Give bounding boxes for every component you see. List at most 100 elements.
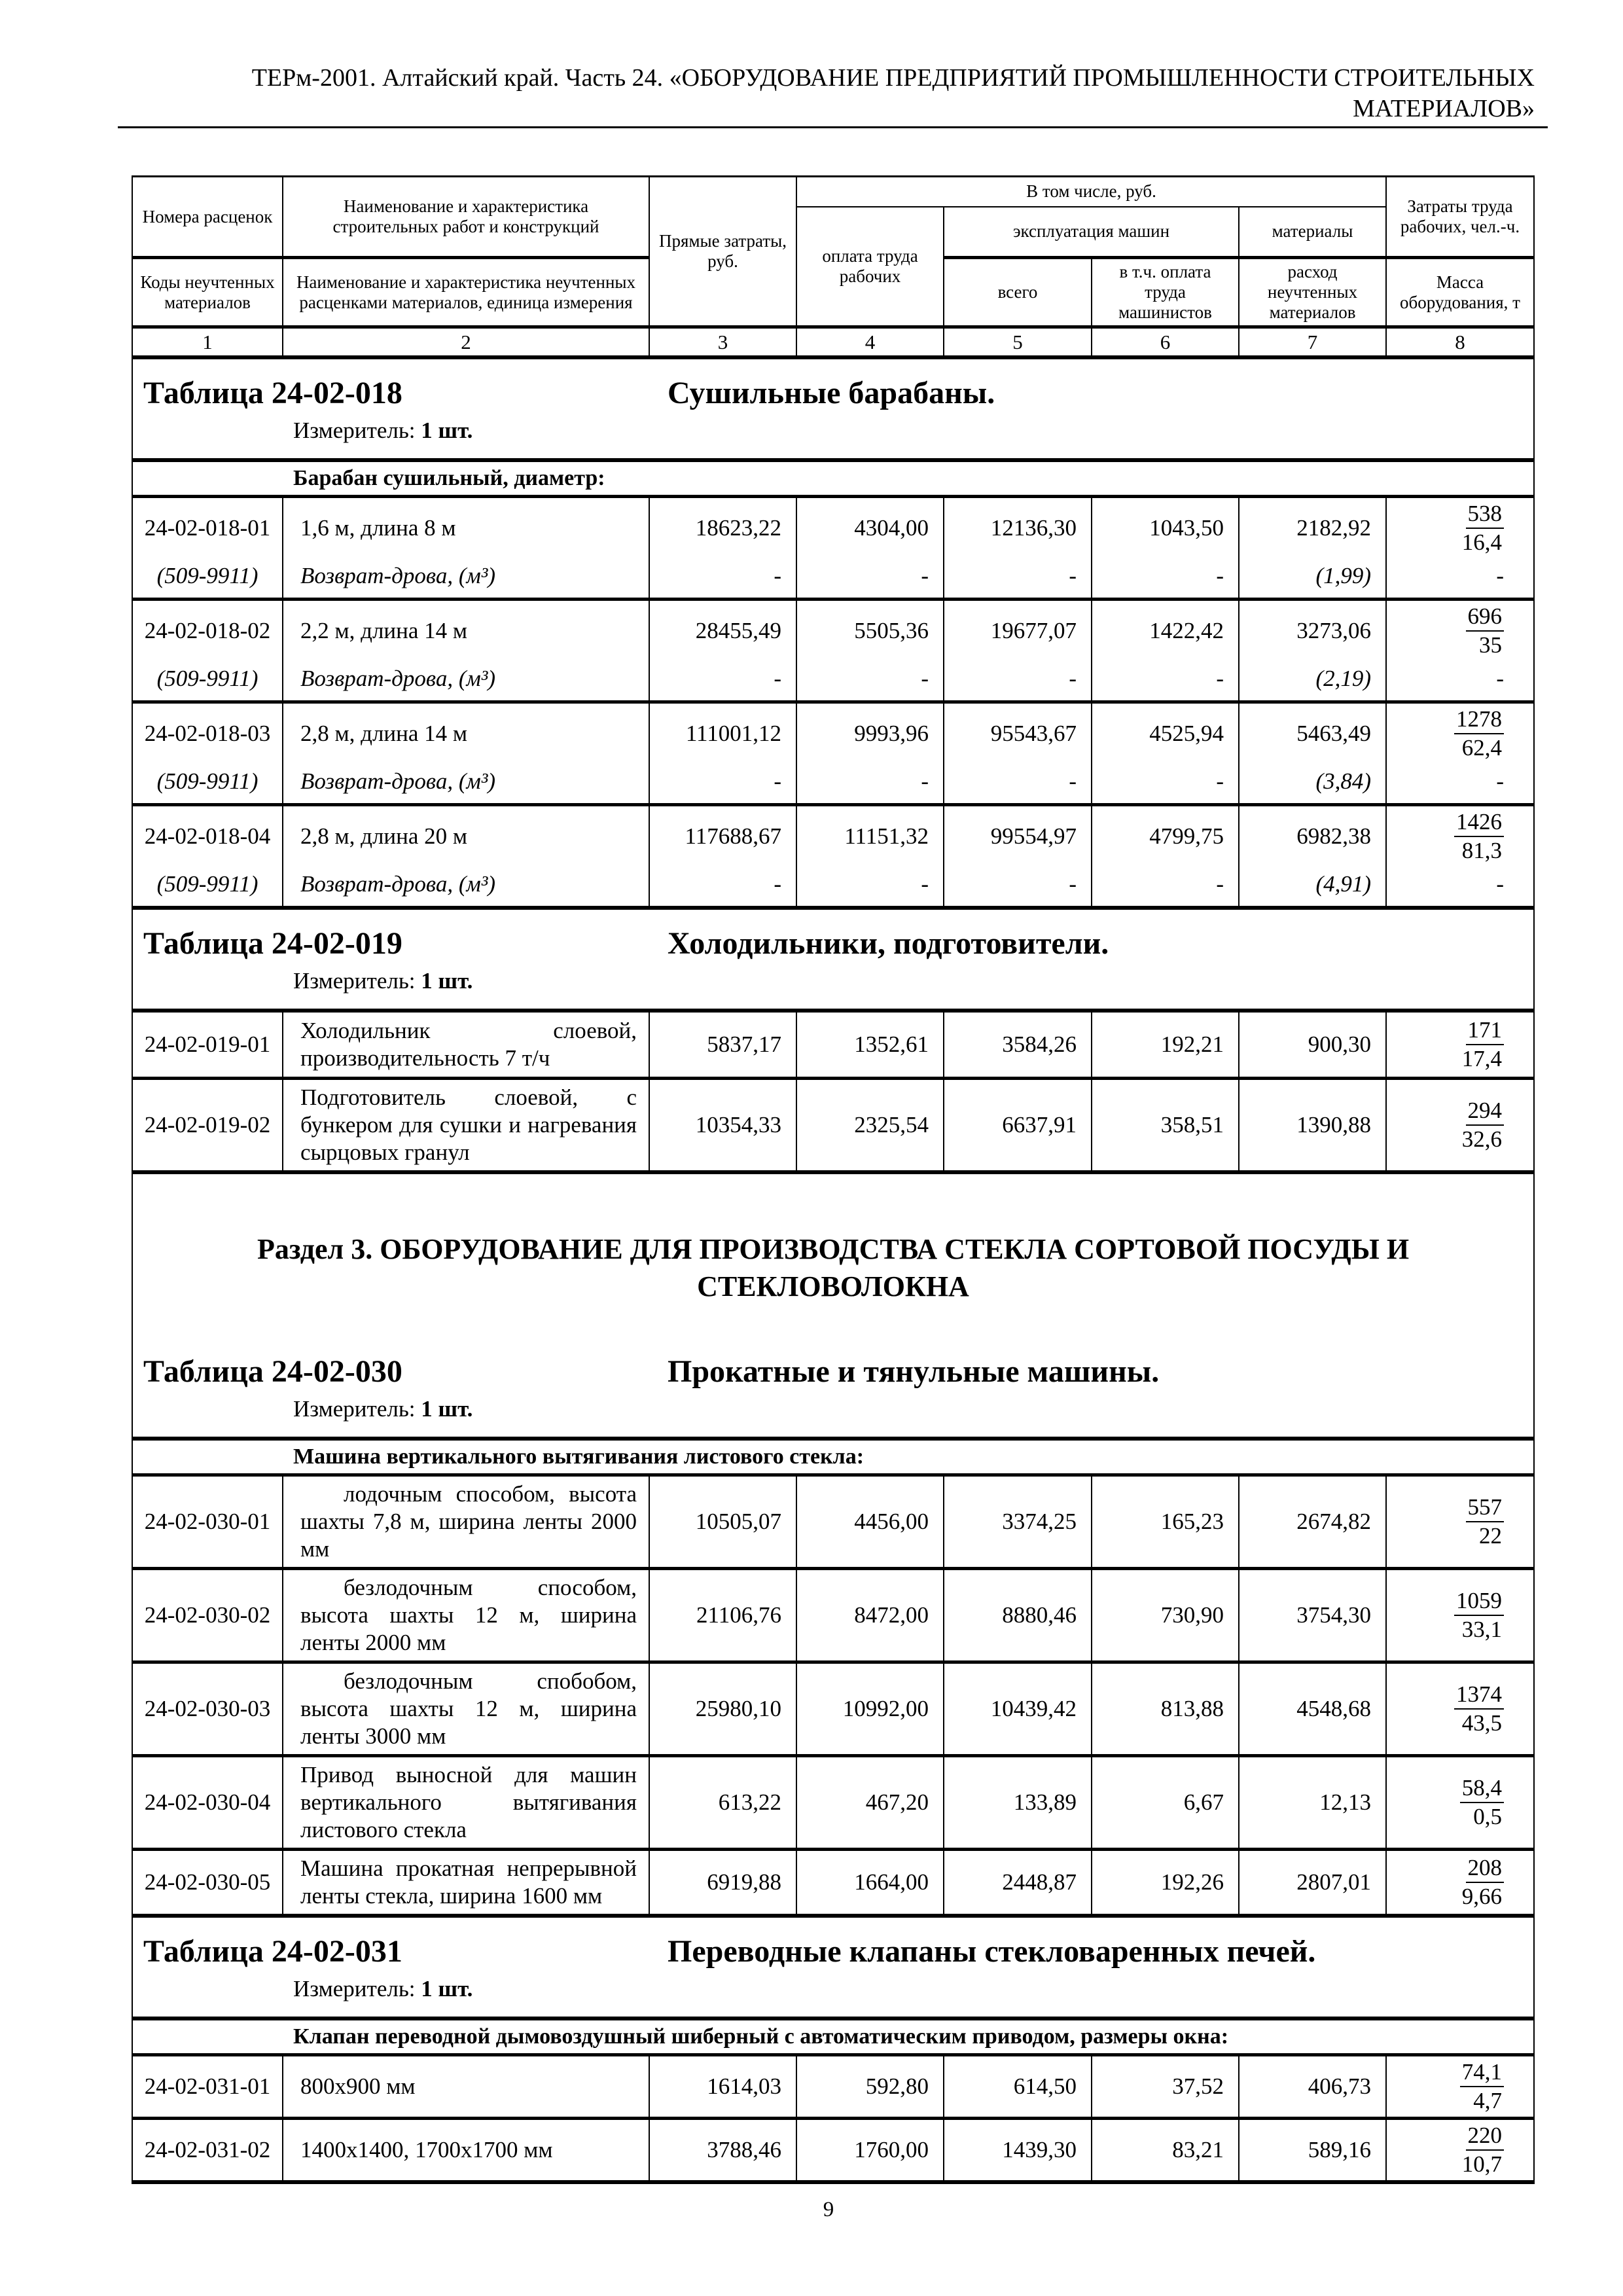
labor-fraction: 58,4 0,5 <box>1459 1775 1504 1830</box>
rate-row: 24-02-030-05 Машина прокатная непрерывной… <box>133 1848 1533 1918</box>
value-cell: - <box>943 866 1092 910</box>
value-cell: 1422,42 <box>1091 597 1239 661</box>
labor-cell: 1426 81,3 <box>1385 802 1533 867</box>
section-row: Барабан сушильный, диаметр: <box>133 459 1533 498</box>
labor-hours: 58,4 <box>1459 1775 1504 1803</box>
labor-cell: 74,1 4,7 <box>1385 2053 1533 2119</box>
value-cell: 4548,68 <box>1238 1660 1386 1756</box>
labor-hours: 1426 <box>1454 809 1504 837</box>
value-cell: 589,16 <box>1238 2117 1386 2184</box>
labor-cell: 1374 43,5 <box>1385 1660 1533 1756</box>
rate-row: 24-02-030-03 безлодочным спобобом, высота… <box>133 1660 1533 1756</box>
value-cell: 1614,03 <box>649 2053 796 2119</box>
labor-hours: 74,1 <box>1459 2059 1504 2087</box>
equipment-mass: 4,7 <box>1473 2088 1502 2113</box>
value-cell: - <box>1091 866 1239 910</box>
column-number: 2 <box>282 325 649 359</box>
rate-desc-cell: Подготовитель слоевой, с бункером для су… <box>282 1077 649 1174</box>
value-cell: 21106,76 <box>649 1567 796 1662</box>
measure-value: 1 шт. <box>421 967 473 994</box>
equipment-mass: 81,3 <box>1461 837 1502 863</box>
rate-code-cell: 24-02-019-01 <box>133 1009 283 1079</box>
value-cell: 83,21 <box>1091 2117 1239 2184</box>
rate-desc-cell: 2,2 м, длина 14 м <box>282 597 649 661</box>
section-row-label: Машина вертикального вытягивания листово… <box>133 1439 1533 1477</box>
value-cell: - <box>796 763 944 804</box>
rate-table-t030: Машина вертикального вытягивания листово… <box>133 1437 1533 1918</box>
value-cell: 117688,67 <box>649 802 796 867</box>
table-title-block: Таблица 24-02-030 Прокатные и тянульные м… <box>133 1338 1533 1437</box>
rate-table-t031: Клапан переводной дымовоздушный шиберный… <box>133 2017 1533 2184</box>
rate-row: 24-02-030-04 Привод выносной для машин ве… <box>133 1754 1533 1850</box>
column-number: 3 <box>649 325 796 359</box>
value-cell: 25980,10 <box>649 1660 796 1756</box>
measure-value: 1 шт. <box>421 1976 473 2001</box>
col-header-machines-group: эксплуатация машин <box>943 206 1239 259</box>
rate-row: 24-02-018-02 2,2 м, длина 14 м 28455,49 550… <box>133 597 1533 661</box>
value-cell: 6919,88 <box>649 1848 796 1918</box>
labor-hours: 294 <box>1465 1098 1504 1126</box>
rate-table-t019: 24-02-019-01 Холодильник слоевой, произво… <box>133 1008 1533 1175</box>
labor-hours: 557 <box>1465 1494 1504 1522</box>
value-cell: 2448,87 <box>943 1848 1092 1918</box>
value-cell: 10354,33 <box>649 1077 796 1174</box>
value-cell: 2674,82 <box>1238 1473 1386 1569</box>
value-cell: 11151,32 <box>796 802 944 867</box>
labor-cell: 557 22 <box>1385 1473 1533 1569</box>
measure-line: Измеритель: 1 шт. <box>133 418 1533 444</box>
table-title-block: Таблица 24-02-018 Сушильные барабаны. Изме… <box>133 359 1533 458</box>
equipment-mass: 9,66 <box>1461 1884 1502 1909</box>
table-title-block: Таблица 24-02-031 Переводные клапаны стек… <box>133 1918 1533 2017</box>
value-cell: 133,89 <box>943 1754 1092 1850</box>
labor-cell: - <box>1385 866 1533 910</box>
rate-row: 24-02-019-02 Подготовитель слоевой, с бун… <box>133 1077 1533 1174</box>
col-header-material-codes: Коды неучтенных материалов <box>140 272 275 312</box>
rate-row: 24-02-018-03 2,8 м, длина 14 м 111001,12 99… <box>133 700 1533 764</box>
labor-fraction: 557 22 <box>1465 1494 1504 1549</box>
value-cell: 3273,06 <box>1238 597 1386 661</box>
labor-cell: 696 35 <box>1385 597 1533 661</box>
rate-code-cell: 24-02-031-02 <box>133 2117 283 2184</box>
labor-hours: 1059 <box>1454 1588 1504 1616</box>
value-cell: - <box>943 558 1092 599</box>
equipment-mass: 62,4 <box>1461 734 1502 761</box>
labor-hours: 220 <box>1465 2123 1504 2151</box>
material-code-cell: (509-9911) <box>156 665 259 691</box>
value-cell: 3584,26 <box>943 1009 1092 1079</box>
page-number: 9 <box>823 2198 834 2221</box>
labor-cell: 208 9,66 <box>1385 1848 1533 1918</box>
column-number: 5 <box>943 325 1092 359</box>
labor-fraction: 1059 33,1 <box>1454 1588 1504 1643</box>
table-title-text: Холодильники, подготовители. <box>668 925 1109 961</box>
value-cell: 165,23 <box>1091 1473 1239 1569</box>
value-cell: 5505,36 <box>796 597 944 661</box>
section-heading: Раздел 3. ОБОРУДОВАНИЕ ДЛЯ ПРОИЗВОДСТВА … <box>257 1233 1410 1302</box>
pricing-content-frame: Номера расценок Наименование и характери… <box>132 175 1535 2184</box>
value-cell: - <box>943 660 1092 702</box>
rate-code-cell: 24-02-030-02 <box>133 1567 283 1662</box>
rate-row: 24-02-031-02 1400х1400, 1700х1700 мм 3788,… <box>133 2117 1533 2184</box>
rate-desc-cell: 1,6 м, длина 8 м <box>282 494 649 558</box>
measure-label: Измеритель: <box>293 1396 416 1422</box>
value-cell: 19677,07 <box>943 597 1092 661</box>
labor-cell: 58,4 0,5 <box>1385 1754 1533 1850</box>
value-cell: 3788,46 <box>649 2117 796 2184</box>
table-title-label: Таблица 24-02-018 <box>143 375 402 410</box>
measure-line: Измеритель: 1 шт. <box>133 1976 1533 2002</box>
measure-line: Измеритель: 1 шт. <box>133 968 1533 994</box>
rate-desc-cell: Машина прокатная непрерывной ленты стекл… <box>282 1848 649 1918</box>
measure-line: Измеритель: 1 шт. <box>133 1396 1533 1422</box>
value-cell: - <box>1091 763 1239 804</box>
material-desc-cell: Возврат-дрова, (м³) <box>282 660 649 702</box>
column-number: 4 <box>796 325 944 359</box>
col-header-unaccounted-materials: расход неучтенных материалов <box>1238 257 1387 327</box>
rate-row: 24-02-030-02 безлодочным способом, высота… <box>133 1567 1533 1662</box>
rate-row: 24-02-018-04 2,8 м, длина 20 м 117688,67 11… <box>133 802 1533 867</box>
labor-cell: 1059 33,1 <box>1385 1567 1533 1662</box>
labor-fraction: 1426 81,3 <box>1454 809 1504 864</box>
labor-fraction: 294 32,6 <box>1460 1098 1504 1153</box>
value-cell: 4799,75 <box>1091 802 1239 867</box>
value-cell: 10992,00 <box>796 1660 944 1756</box>
equipment-mass: 10,7 <box>1461 2151 1502 2177</box>
value-cell: 5837,17 <box>649 1009 796 1079</box>
